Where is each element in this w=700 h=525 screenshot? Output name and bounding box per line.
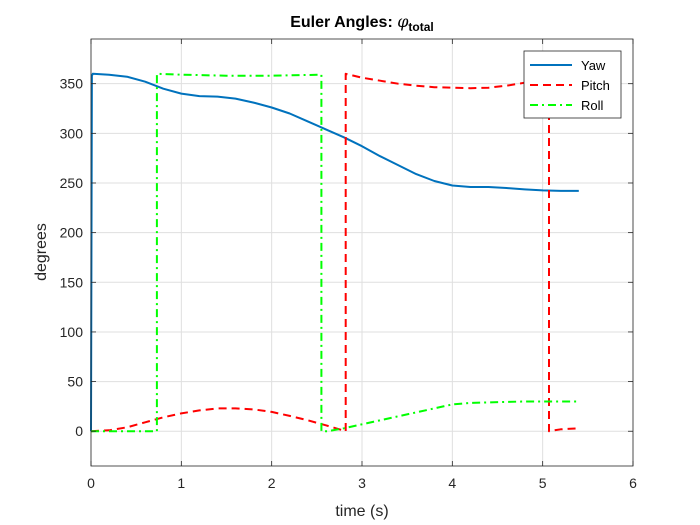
x-tick-label: 1	[177, 475, 185, 491]
x-tick-label: 5	[539, 475, 547, 491]
y-tick-label: 250	[60, 175, 84, 191]
y-tick-label: 0	[75, 423, 83, 439]
y-axis-label: degrees	[33, 223, 50, 281]
chart-title-text: Euler Angles:	[290, 14, 397, 31]
chart-title: Euler Angles: φtotal	[290, 12, 434, 34]
series-line-roll	[91, 72, 579, 433]
y-tick-label: 150	[60, 274, 84, 290]
y-tick-label: 200	[60, 225, 84, 241]
y-tick-label: 50	[67, 374, 83, 390]
y-tick-label: 300	[60, 125, 84, 141]
legend-label-yaw: Yaw	[581, 58, 606, 73]
chart-title-symbol: φ	[397, 12, 409, 31]
series-lines	[90, 72, 579, 433]
x-tick-label: 0	[87, 475, 95, 491]
tick-labels: 0 1 2 3 4 5 6 0 50 100 150 200 250 300 350	[60, 76, 637, 491]
x-tick-label: 2	[268, 475, 276, 491]
x-tick-label: 6	[629, 475, 637, 491]
y-tick-label: 100	[60, 324, 84, 340]
x-tick-label: 4	[448, 475, 456, 491]
y-tick-label: 350	[60, 76, 84, 92]
legend-label-roll: Roll	[581, 98, 604, 113]
axis-ticks	[90, 39, 634, 466]
x-axis-label: time (s)	[335, 503, 388, 520]
x-tick-label: 3	[358, 475, 366, 491]
series-line-yaw	[90, 72, 579, 432]
chart-title-subscript: total	[408, 20, 433, 34]
legend-label-pitch: Pitch	[581, 78, 610, 93]
series-line-pitch	[90, 72, 579, 433]
legend-box	[523, 50, 622, 119]
legend: Yaw Pitch Roll	[523, 50, 622, 119]
